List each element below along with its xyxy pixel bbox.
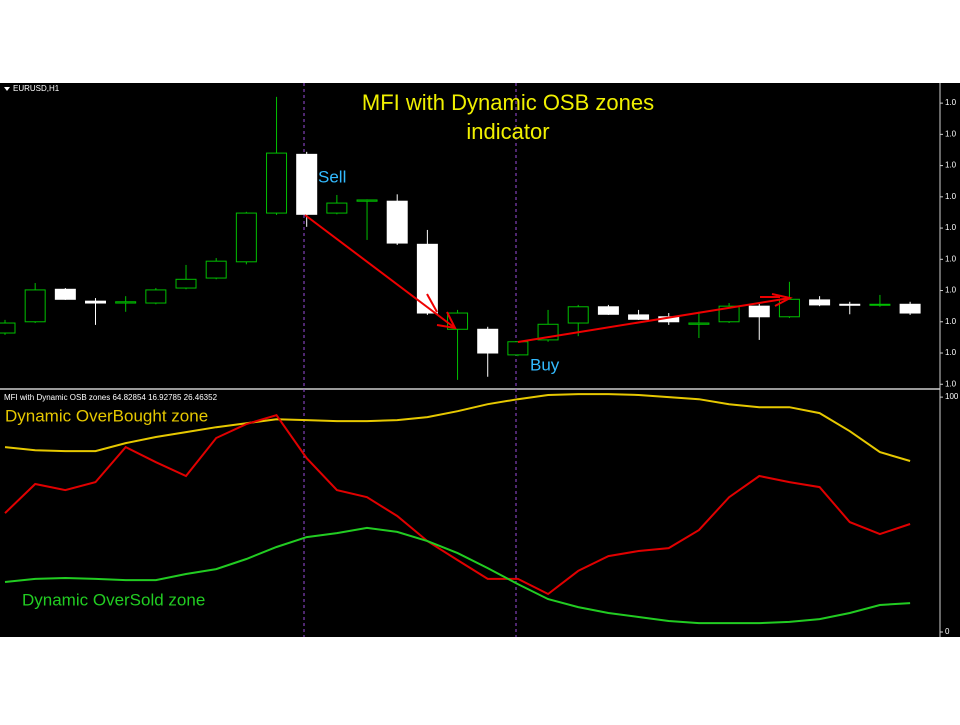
candle-body (326, 202, 348, 214)
y-tick-label: 0 (945, 627, 950, 636)
terminal-bg (0, 83, 960, 637)
y-tick-label: 1.0 (945, 317, 957, 326)
candle-body (115, 301, 137, 304)
chart-title: MFI with Dynamic OSB zones indicator (361, 90, 655, 144)
candle-body (24, 289, 46, 323)
candle-body (356, 199, 378, 202)
candle-body (296, 153, 318, 215)
candle-body (145, 289, 167, 304)
y-tick-label: 1.0 (945, 161, 957, 170)
arrows (304, 214, 793, 343)
candle-body (809, 299, 831, 306)
candle-body (869, 303, 891, 306)
y-tick-label: 1.0 (945, 286, 957, 295)
candle-body (477, 328, 499, 354)
sell-arrow (304, 214, 456, 329)
candle-body (748, 305, 770, 318)
y-tick-label: 1.0 (945, 192, 957, 201)
y-tick-label: 1.0 (945, 98, 957, 107)
symbol-label: EURUSD,H1 (13, 84, 60, 93)
y-tick-label: 1.0 (945, 254, 957, 263)
candle-body (205, 260, 227, 279)
candle-body (85, 300, 107, 304)
y-tick-label: 1.0 (945, 379, 957, 388)
indicator-line (4, 414, 911, 596)
marks: 1.0 1.0 1.0 1.0 1.0 1.0 1.0 1.0 1.0 1.0 100 0 (0, 96, 959, 636)
indicator-line (4, 526, 911, 625)
candle-body (567, 306, 589, 324)
overbought-label: Dynamic OverBought zone (5, 406, 208, 425)
candle-body (235, 212, 257, 263)
y-tick-label: 1.0 (945, 348, 957, 357)
candle-body (628, 314, 650, 320)
candle-body (54, 288, 76, 300)
buy-arrow (517, 297, 791, 343)
sell-arrow-tick (426, 293, 438, 313)
y-tick-label: 100 (945, 392, 959, 401)
menu-triangle (4, 87, 10, 91)
candle-body (507, 341, 529, 356)
candle-body (266, 152, 288, 214)
title-box: MFI with Dynamic OSB zones indicator (361, 90, 655, 144)
sell-label: Sell (318, 167, 346, 186)
y-tick-label: 1.0 (945, 129, 957, 138)
buy-label: Buy (530, 355, 560, 374)
candle-body (416, 243, 438, 314)
candle-body (688, 322, 710, 325)
oversold-label: Dynamic OverSold zone (22, 590, 205, 609)
indicator-line (4, 393, 911, 462)
indicator-header: MFI with Dynamic OSB zones 64.82854 16.9… (4, 393, 218, 402)
candle-body (597, 306, 619, 315)
buy-arrowhead (771, 293, 793, 307)
sell-arrowhead (436, 311, 457, 330)
candle-body (175, 278, 197, 289)
candle-body (386, 200, 408, 244)
candle-body (839, 303, 861, 306)
candle-body (0, 322, 16, 334)
candle-body (718, 305, 740, 323)
candle-body (899, 303, 921, 314)
y-tick-label: 1.0 (945, 223, 957, 232)
